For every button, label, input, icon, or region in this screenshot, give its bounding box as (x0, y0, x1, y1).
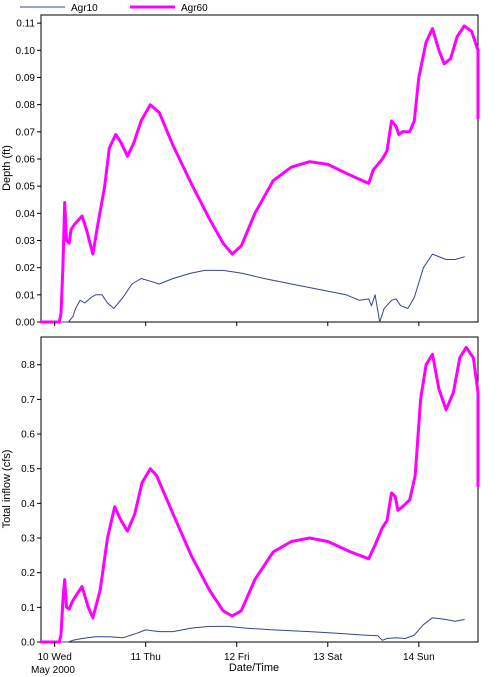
x-axis: 10 Wed 11 Thu 12 Fri 13 Sat 14 Sun May 2000 … (31, 322, 435, 676)
ytick-label: 0.1 (21, 603, 35, 614)
ytick-label: 0.09 (16, 73, 36, 84)
series-line-agr10 (40, 617, 465, 643)
xtick-label: 11 Thu (131, 652, 161, 663)
ytick-label: 0.01 (16, 290, 36, 301)
xtick-label: 12 Fri (224, 652, 250, 663)
xtick-label: 13 Sat (313, 652, 342, 663)
ytick-label: 0.03 (16, 236, 36, 247)
plot-frame-depth (40, 14, 479, 323)
plot-frame-inflow (40, 336, 479, 643)
x-axis-label: Date/Time (229, 662, 279, 674)
ytick-label: 0.5 (21, 464, 35, 475)
legend-label-agr60: Agr60 (181, 3, 208, 14)
yticks-depth: 0.00 0.01 0.02 0.03 0.04 0.05 0.06 0.07 0.08 0.09… (16, 19, 41, 329)
ytick-label: 0.04 (16, 209, 36, 220)
yticks-inflow: 0.0 0.1 0.2 0.3 0.4 0.5 0.6 0.7 0.8 (21, 360, 41, 649)
ylabel-inflow: Total inflow (cfs) (1, 450, 13, 529)
xtick-label: 10 Wed (38, 652, 72, 663)
xtick-label: 14 Sun (403, 652, 435, 663)
ytick-label: 0.3 (21, 534, 35, 545)
legend-label-agr10: Agr10 (71, 3, 98, 14)
xticks: 10 Wed 11 Thu 12 Fri 13 Sat 14 Sun (38, 322, 435, 663)
series-line-agr60 (39, 345, 480, 644)
panel-depth: 0.00 0.01 0.02 0.03 0.04 0.05 0.06 0.07 0.08 0.09… (1, 14, 480, 329)
ytick-label: 0.6 (21, 430, 35, 441)
ytick-label: 0.06 (16, 154, 36, 165)
ytick-label: 0.05 (16, 182, 36, 193)
series-line-agr10 (40, 253, 465, 323)
ytick-label: 0.07 (16, 127, 36, 138)
ytick-label: 0.10 (16, 46, 36, 57)
series-inflow (39, 345, 480, 644)
series-depth (39, 24, 480, 324)
ytick-label: 0.4 (21, 499, 35, 510)
series-line-agr60 (39, 24, 480, 324)
ytick-label: 0.7 (21, 395, 35, 406)
x-axis-sublabel: May 2000 (31, 665, 75, 676)
ytick-label: 0.08 (16, 100, 36, 111)
panel-inflow: 0.0 0.1 0.2 0.3 0.4 0.5 0.6 0.7 0.8 Total inflow… (1, 336, 480, 649)
ytick-label: 0.11 (16, 19, 35, 30)
ytick-label: 0.8 (21, 360, 35, 371)
legend: Agr10 Agr60 (20, 3, 208, 14)
ytick-label: 0.0 (21, 638, 35, 649)
ytick-label: 0.00 (16, 318, 36, 329)
ytick-label: 0.02 (16, 263, 36, 274)
ylabel-depth: Depth (ft) (1, 145, 13, 191)
ytick-label: 0.2 (21, 568, 35, 579)
